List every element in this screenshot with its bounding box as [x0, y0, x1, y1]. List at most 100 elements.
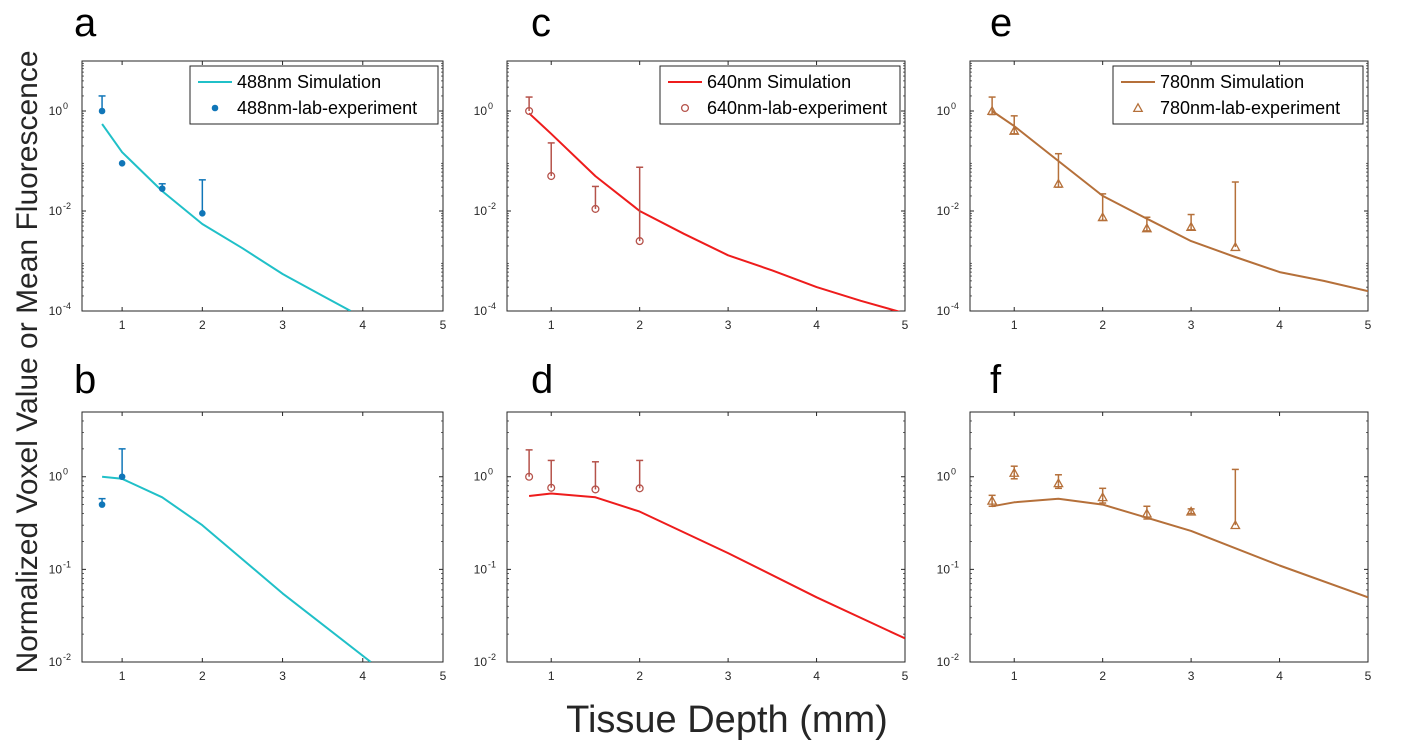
- x-tick-label: 4: [813, 318, 820, 332]
- y-tick-label-exponent: 0: [488, 101, 493, 111]
- series-line: [101, 475, 372, 662]
- data-point: [1185, 221, 1197, 231]
- y-tick-label: 10: [937, 562, 951, 576]
- x-tick-label: 5: [1365, 318, 1372, 332]
- legend-marker-swatch: [211, 104, 219, 112]
- y-tick-label: 10: [49, 204, 63, 218]
- x-tick-label: 5: [902, 669, 909, 683]
- data-point: [1008, 125, 1020, 135]
- data-point: [1008, 467, 1020, 477]
- data-point: [199, 209, 206, 217]
- data-point: [986, 495, 998, 505]
- y-tick-label-exponent: -1: [488, 559, 496, 569]
- x-tick-label: 5: [1365, 669, 1372, 683]
- data-point: [98, 501, 106, 508]
- x-tick-label: 1: [119, 318, 126, 332]
- y-tick-label-base: 10: [49, 655, 63, 669]
- plot-data: [525, 96, 901, 311]
- legend-box: [659, 65, 901, 125]
- series-line: [991, 110, 1368, 293]
- data-point: [158, 185, 166, 192]
- x-tick-label: 3: [725, 318, 732, 332]
- y-tick-label-exponent: -2: [63, 201, 71, 211]
- plot-area-frame: [81, 411, 444, 663]
- legend-entry-label: 640nm-lab-experiment: [707, 98, 887, 118]
- y-tick-label: 10: [49, 304, 63, 318]
- plot-data: [98, 448, 372, 662]
- x-tick-label: 3: [725, 669, 732, 683]
- data-point: [591, 485, 600, 494]
- data-point: [986, 105, 998, 116]
- x-tick-label: 2: [199, 669, 206, 683]
- panel-label: d: [531, 358, 553, 402]
- y-tick-label-exponent: -2: [488, 201, 496, 211]
- panel-label: a: [74, 1, 97, 45]
- y-tick-label: 10: [474, 470, 488, 484]
- data-point: [1230, 519, 1241, 530]
- x-tick-label: 1: [548, 318, 555, 332]
- y-tick-label-base: 10: [937, 104, 951, 118]
- y-tick-label-base: 10: [937, 655, 951, 669]
- y-tick-label: 10: [49, 655, 63, 669]
- y-tick-label-exponent: -4: [63, 301, 71, 311]
- y-tick-label: 10: [937, 104, 951, 118]
- plot-data: [986, 465, 1368, 599]
- plot-area-frame: [969, 411, 1369, 663]
- y-tick-label-base: 10: [474, 104, 488, 118]
- plot-area-frame: [506, 411, 906, 663]
- y-tick-label: 10: [49, 104, 63, 118]
- x-tick-label: 1: [1011, 318, 1018, 332]
- y-tick-label: 10: [474, 655, 488, 669]
- x-tick-label: 2: [199, 318, 206, 332]
- y-tick-label: 10: [474, 104, 488, 118]
- legend: 640nm Simulation 640nm-lab-experiment: [659, 65, 901, 125]
- legend-marker-swatch: [680, 103, 690, 113]
- y-tick-label-base: 10: [474, 304, 488, 318]
- y-tick-label: 10: [937, 655, 951, 669]
- plot-data: [525, 449, 905, 640]
- y-tick-label-base: 10: [474, 655, 488, 669]
- data-point: [1053, 178, 1064, 188]
- y-tick-label-base: 10: [49, 204, 63, 218]
- y-tick-label: 10: [937, 470, 951, 484]
- x-tick-label: 5: [902, 318, 909, 332]
- y-tick-label-exponent: -1: [951, 559, 959, 569]
- y-tick-label: 10: [49, 470, 63, 484]
- data-point: [1097, 211, 1108, 222]
- plot-data: [98, 95, 352, 311]
- y-tick-label-base: 10: [49, 470, 63, 484]
- data-point: [118, 473, 126, 481]
- y-tick-label-base: 10: [474, 204, 488, 218]
- y-tick-label-exponent: -4: [951, 301, 959, 311]
- x-tick-label: 2: [1099, 669, 1106, 683]
- data-point: [525, 106, 534, 116]
- legend-box: [1112, 65, 1364, 125]
- y-tick-label-exponent: -2: [951, 652, 959, 662]
- y-tick-label-exponent: 0: [951, 467, 956, 477]
- x-tick-label: 2: [636, 318, 643, 332]
- data-point: [635, 237, 644, 246]
- panel-label: f: [990, 358, 1002, 402]
- data-point: [591, 204, 600, 213]
- y-tick-label-exponent: 0: [951, 101, 956, 111]
- x-tick-label: 4: [1276, 669, 1283, 683]
- plot-data: [986, 96, 1368, 293]
- y-tick-label-exponent: -4: [488, 301, 496, 311]
- figure-x-axis-label: Tissue Depth (mm): [566, 699, 888, 741]
- y-tick-label-exponent: -2: [488, 652, 496, 662]
- y-tick-label-exponent: -2: [951, 201, 959, 211]
- x-tick-label: 4: [1276, 318, 1283, 332]
- legend-entry-label: 640nm Simulation: [707, 72, 851, 92]
- x-tick-label: 1: [548, 669, 555, 683]
- series-line: [528, 112, 901, 311]
- y-tick-label: 10: [49, 562, 63, 576]
- data-point: [1185, 506, 1197, 516]
- y-tick-label-exponent: -2: [63, 652, 71, 662]
- x-tick-label: 4: [813, 669, 820, 683]
- legend-entry-label: 488nm-lab-experiment: [237, 98, 417, 118]
